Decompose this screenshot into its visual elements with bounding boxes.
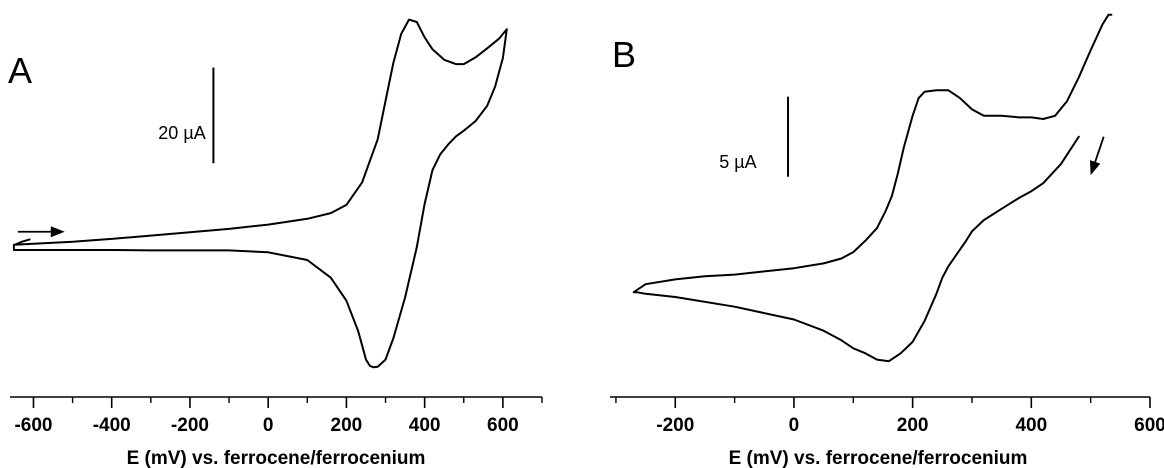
panel-a: A -600 -400 -200 0 200 400 600 20 µA E (mV) vs…	[8, 18, 543, 468]
cv-trace-b	[632, 13, 1113, 363]
panel-label-a: A	[8, 50, 32, 91]
panel-b: B -200 0 200 400 600 5 µA E (mV) vs. ferroce…	[610, 13, 1164, 468]
scalebar-label-a: 20 µA	[158, 123, 205, 143]
scan-direction-arrow-a	[17, 226, 65, 238]
x-tick-label-a: -400	[93, 415, 131, 436]
plot-area-a: -600 -400 -200 0 200 400 600	[10, 18, 543, 436]
x-tick-label-a: 200	[331, 415, 363, 436]
x-tick-label-a: -200	[171, 415, 209, 436]
x-tick-label-a: 400	[409, 415, 441, 436]
x-tick-label-b: 400	[1015, 415, 1047, 436]
x-axis-title-a: E (mV) vs. ferrocene/ferrocenium	[127, 448, 426, 468]
x-tick-label-b: -200	[656, 415, 694, 436]
x-tick-label-b: 600	[1134, 415, 1164, 436]
panel-label-b: B	[612, 34, 636, 75]
x-tick-label-a: -600	[14, 415, 52, 436]
x-tick-label-a: 0	[263, 415, 274, 436]
x-tick-label-b: 200	[897, 415, 929, 436]
x-tick-label-b: 0	[789, 415, 800, 436]
x-tick-label-a: 600	[487, 415, 519, 436]
scan-direction-arrow-b	[1089, 136, 1105, 176]
scalebar-label-b: 5 µA	[719, 152, 756, 172]
x-axis-title-b: E (mV) vs. ferrocene/ferrocenium	[729, 448, 1028, 468]
cv-trace-a	[12, 18, 508, 369]
plot-area-b: -200 0 200 400 600	[610, 13, 1164, 436]
